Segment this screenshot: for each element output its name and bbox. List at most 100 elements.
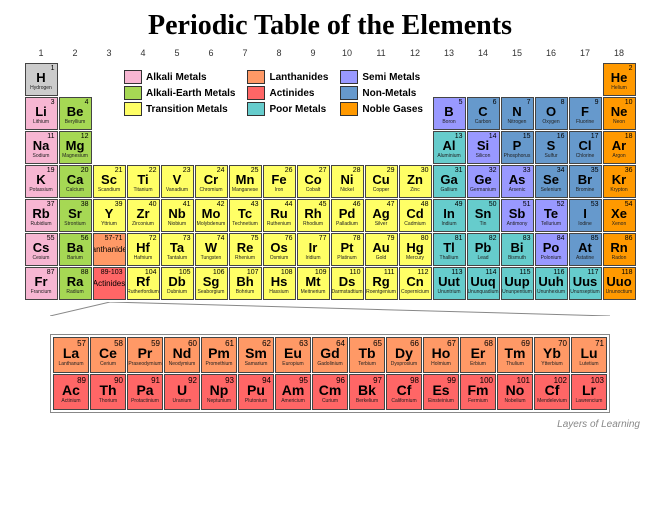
element-name: Tungsten (201, 256, 222, 261)
element-name: Germanium (470, 188, 496, 193)
group-number: 13 (433, 48, 466, 62)
element-cell: 33AsArsenic (501, 165, 534, 198)
element-cell: 116UuhUnunhexium (535, 267, 568, 300)
atomic-number: 116 (553, 269, 564, 276)
element-symbol: Ga (440, 173, 457, 186)
atomic-number: 13 (455, 133, 463, 140)
legend-item: Noble Gases (340, 102, 423, 116)
element-symbol: Pt (341, 241, 354, 254)
atomic-number: 104 (145, 269, 157, 276)
element-symbol: Si (477, 139, 489, 152)
atomic-number: 105 (179, 269, 191, 276)
atomic-number: 30 (421, 167, 429, 174)
element-cell: 90ThThorium (90, 374, 126, 410)
connector-lines (10, 302, 650, 316)
element-cell: 99EsEinsteinium (423, 374, 459, 410)
group-number: 5 (161, 48, 194, 62)
element-cell: 10NeNeon (603, 97, 636, 130)
atomic-number: 113 (451, 269, 462, 276)
element-cell: 68ErErbium (460, 337, 496, 373)
legend-item: Alkali Metals (124, 70, 235, 84)
element-cell: 78Pt Platinum (331, 233, 364, 266)
element-symbol: Re (237, 241, 254, 254)
atomic-number: 58 (114, 339, 123, 348)
element-cell: 21ScScandium (93, 165, 126, 198)
legend-item: Lanthanides (247, 70, 328, 84)
element-symbol: V (173, 173, 182, 186)
element-name: Platinum (337, 256, 356, 261)
element-cell: 55CsCesium (25, 233, 58, 266)
element-cell: 104RfRutherfordium (127, 267, 160, 300)
element-name: Yttrium (101, 222, 117, 227)
element-name: Arsenic (509, 188, 526, 193)
atomic-number: 115 (519, 269, 530, 276)
legend-label: Alkali Metals (146, 72, 207, 83)
element-symbol: Xe (611, 207, 627, 220)
atomic-number: 101 (517, 376, 530, 385)
atomic-number: 11 (47, 133, 54, 140)
element-symbol: Ti (137, 173, 148, 186)
element-name: Zirconium (132, 222, 154, 227)
element-symbol: At (578, 241, 592, 254)
element-cell: 23VVanadium (161, 165, 194, 198)
element-name: Manganese (232, 188, 258, 193)
element-name: Cobalt (306, 188, 320, 193)
atomic-number: 7 (527, 99, 531, 106)
element-name: Indium (441, 222, 456, 227)
element-cell: 73TaTantalum (161, 233, 194, 266)
atomic-number: 25 (251, 167, 259, 174)
atomic-number: 102 (554, 376, 567, 385)
element-name: Neptunium (207, 399, 231, 404)
element-cell: 61PmPromethium (201, 337, 237, 373)
element-name: Aluminium (437, 154, 460, 159)
element-name: Molybdenum (197, 222, 226, 227)
element-symbol: Hg (406, 241, 423, 254)
group-number: 11 (365, 48, 398, 62)
group-number: 14 (467, 48, 500, 62)
element-name: Hydrogen (30, 86, 52, 91)
atomic-number: 34 (557, 167, 565, 174)
page-title: Periodic Table of the Elements (10, 10, 650, 42)
element-name: Cadmium (404, 222, 425, 227)
element-symbol: Os (270, 241, 287, 254)
element-cell: 81TlThallium (433, 233, 466, 266)
element-symbol: Na (33, 139, 50, 152)
atomic-number: 40 (149, 201, 157, 208)
atomic-number: 99 (447, 376, 456, 385)
element-symbol: Rb (32, 207, 49, 220)
atomic-number: 78 (353, 235, 361, 242)
group-number: 1 (25, 48, 58, 62)
element-symbol: Ag (372, 207, 389, 220)
element-cell: 2HeHelium (603, 63, 636, 96)
group-number: 16 (535, 48, 568, 62)
element-name: Californium (391, 399, 416, 404)
element-name: Ununhexium (537, 290, 565, 295)
atomic-number: 4 (85, 99, 89, 106)
atomic-number: 64 (336, 339, 345, 348)
element-cell: 112CnCopernicium (399, 267, 432, 300)
element-name: Ruthenium (267, 222, 291, 227)
element-name: Plutonium (245, 399, 267, 404)
atomic-number: 60 (188, 339, 197, 348)
atomic-number: 89 (77, 376, 86, 385)
atomic-number: 41 (183, 201, 191, 208)
element-name: Radium (66, 290, 83, 295)
element-cell: 88RaRadium (59, 267, 92, 300)
element-name: Dysprosium (391, 362, 417, 367)
atomic-number: 110 (349, 269, 360, 276)
element-cell: 111RgRoentgenium (365, 267, 398, 300)
legend-label: Semi Metals (362, 72, 420, 83)
element-name: Argon (612, 154, 625, 159)
element-cell: 108HsHassium (263, 267, 296, 300)
element-cell: 96CmCurium (312, 374, 348, 410)
atomic-number: 37 (47, 201, 55, 208)
element-symbol: Fr (35, 275, 48, 288)
element-cell: 27CoCobalt (297, 165, 330, 198)
element-cell: 110DsDarmstadtium (331, 267, 364, 300)
element-name: Protactinium (131, 399, 159, 404)
element-symbol: Cu (372, 173, 389, 186)
element-symbol: Au (372, 241, 389, 254)
atomic-number: 88 (81, 269, 89, 276)
element-cell: 9FFluorine (569, 97, 602, 130)
atomic-number: 43 (251, 201, 259, 208)
